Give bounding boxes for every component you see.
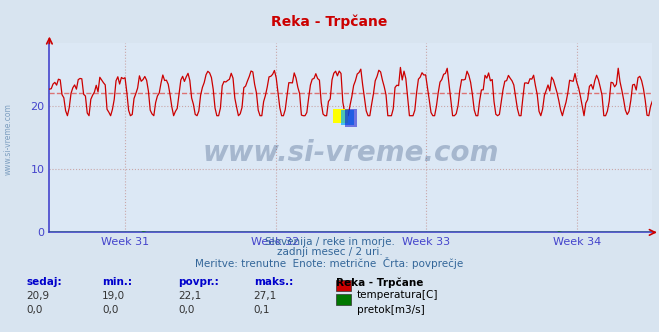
Text: 0,0: 0,0 <box>102 305 119 315</box>
Text: maks.:: maks.: <box>254 277 293 287</box>
Text: www.si-vreme.com: www.si-vreme.com <box>203 139 499 167</box>
Text: 0,0: 0,0 <box>178 305 194 315</box>
Text: 27,1: 27,1 <box>254 290 277 300</box>
Text: pretok[m3/s]: pretok[m3/s] <box>357 305 425 315</box>
Text: 0,1: 0,1 <box>254 305 270 315</box>
Text: min.:: min.: <box>102 277 132 287</box>
Text: Reka - Trpčane: Reka - Trpčane <box>272 15 387 30</box>
Text: temperatura[C]: temperatura[C] <box>357 290 439 300</box>
Text: 20,9: 20,9 <box>26 290 49 300</box>
Text: povpr.:: povpr.: <box>178 277 219 287</box>
Text: 22,1: 22,1 <box>178 290 201 300</box>
Text: zadnji mesec / 2 uri.: zadnji mesec / 2 uri. <box>277 247 382 257</box>
Text: Reka - Trpčane: Reka - Trpčane <box>336 277 424 288</box>
Text: 0,0: 0,0 <box>26 305 43 315</box>
Text: Slovenija / reke in morje.: Slovenija / reke in morje. <box>264 237 395 247</box>
Bar <box>345 110 357 127</box>
Text: sedaj:: sedaj: <box>26 277 62 287</box>
Bar <box>333 110 348 123</box>
Text: Meritve: trenutne  Enote: metrične  Črta: povprečje: Meritve: trenutne Enote: metrične Črta: … <box>195 257 464 269</box>
Text: 19,0: 19,0 <box>102 290 125 300</box>
Text: www.si-vreme.com: www.si-vreme.com <box>4 104 13 175</box>
Bar <box>341 110 354 125</box>
